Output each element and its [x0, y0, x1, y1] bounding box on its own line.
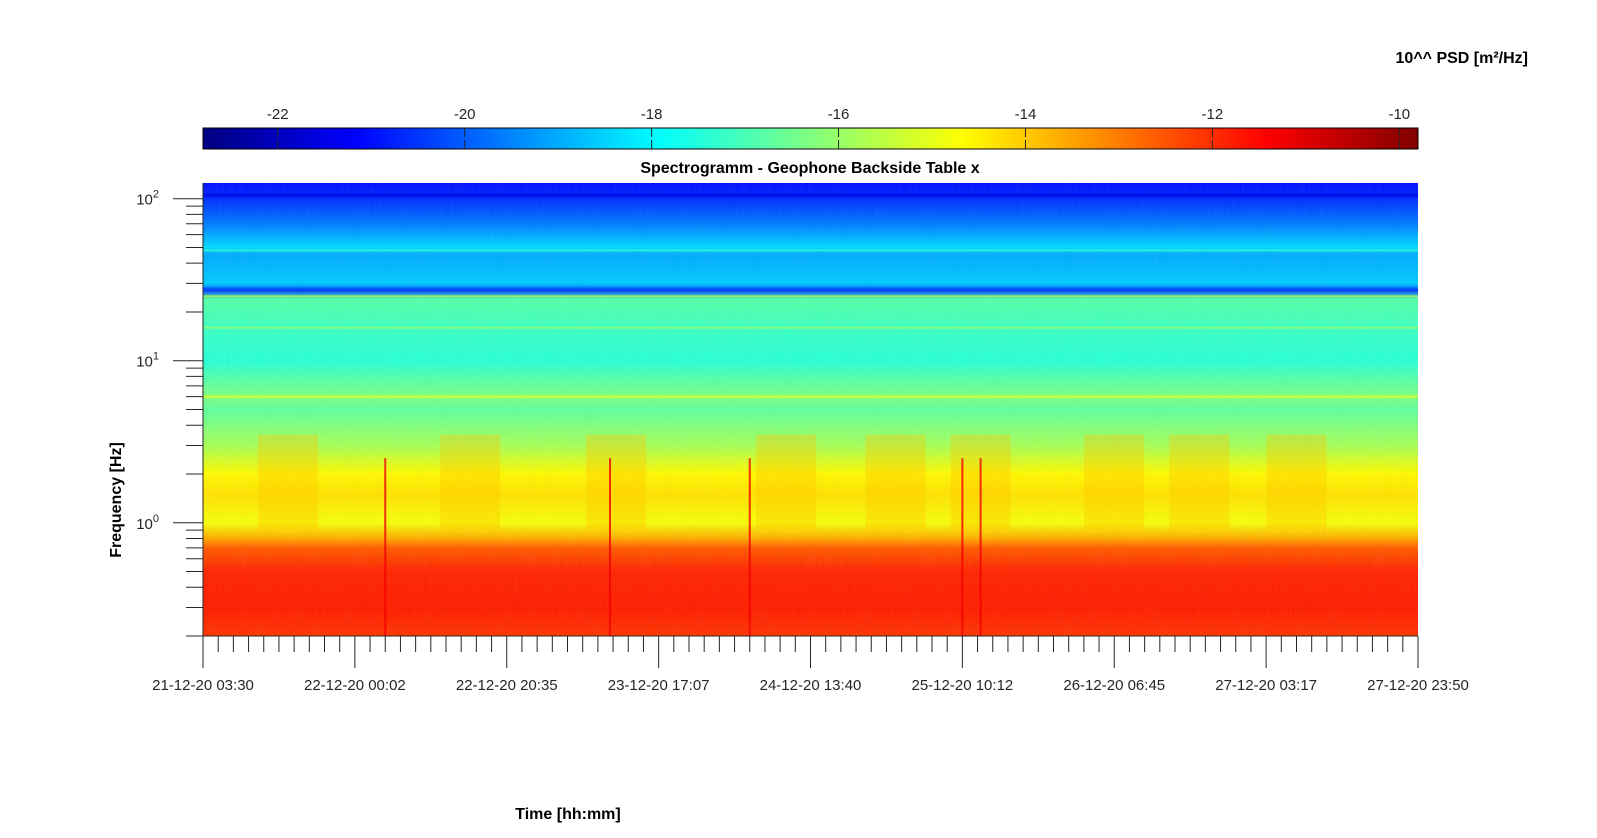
activity-burst	[1266, 434, 1327, 531]
colorbar-tick-label: -20	[454, 106, 476, 123]
colorbar-tick-label: -16	[828, 106, 850, 123]
spectral-band	[203, 287, 1418, 292]
colorbar-ticks: -22 -20 -18 -16 -14 -12 -10	[267, 106, 1410, 149]
y-tick-label: 101	[136, 351, 159, 371]
x-axis: 21-12-20 03:30 22-12-20 00:02 22-12-20 20:…	[152, 635, 1469, 694]
spectrogram-texture	[203, 183, 1418, 636]
x-tick-label: 25-12-20 10:12	[912, 677, 1014, 694]
activity-burst	[1169, 434, 1230, 531]
y-tick-label: 102	[136, 189, 159, 209]
activity-burst	[440, 434, 501, 531]
spectral-line	[203, 326, 1418, 329]
plot-area	[203, 183, 1418, 636]
colorbar-gradient	[202, 127, 1419, 150]
x-axis-label: Time [hh:mm]	[515, 806, 620, 823]
spectrogram-features	[203, 193, 1418, 636]
x-tick-label: 24-12-20 13:40	[760, 677, 862, 694]
x-tick-label: 27-12-20 23:50	[1367, 677, 1469, 694]
x-tick-label: 23-12-20 17:07	[608, 677, 710, 694]
x-tick-label: 27-12-20 03:17	[1215, 677, 1317, 694]
activity-burst	[586, 434, 647, 531]
colorbar-tick-label: -12	[1202, 106, 1224, 123]
colorbar: -22 -20 -18 -16 -14 -12 -10 10^^ PSD [m²/Hz]	[202, 50, 1528, 150]
colorbar-label: 10^^ PSD [m²/Hz]	[1396, 50, 1528, 67]
spectral-line	[203, 249, 1418, 252]
x-tick-label: 22-12-20 20:35	[456, 677, 558, 694]
colorbar-tick-label: -10	[1388, 106, 1410, 123]
spectral-line	[203, 295, 1418, 298]
spectral-band	[203, 193, 1418, 198]
x-tick-label: 21-12-20 03:30	[152, 677, 254, 694]
x-tick-label: 22-12-20 00:02	[304, 677, 406, 694]
colorbar-tick-label: -22	[267, 106, 289, 123]
x-tick-label: 26-12-20 06:45	[1063, 677, 1165, 694]
activity-burst	[756, 434, 817, 531]
colorbar-tick-label: -14	[1015, 106, 1037, 123]
activity-burst	[1084, 434, 1145, 531]
colorbar-tick-label: -18	[641, 106, 663, 123]
activity-burst	[258, 434, 319, 531]
y-axis-label: Frequency [Hz]	[108, 442, 125, 558]
activity-burst	[865, 434, 926, 531]
y-axis: 100 101 102	[136, 183, 204, 637]
y-tick-label: 100	[136, 513, 159, 533]
chart-title: Spectrogramm - Geophone Backside Table x	[640, 160, 979, 177]
spectral-line	[203, 395, 1418, 398]
